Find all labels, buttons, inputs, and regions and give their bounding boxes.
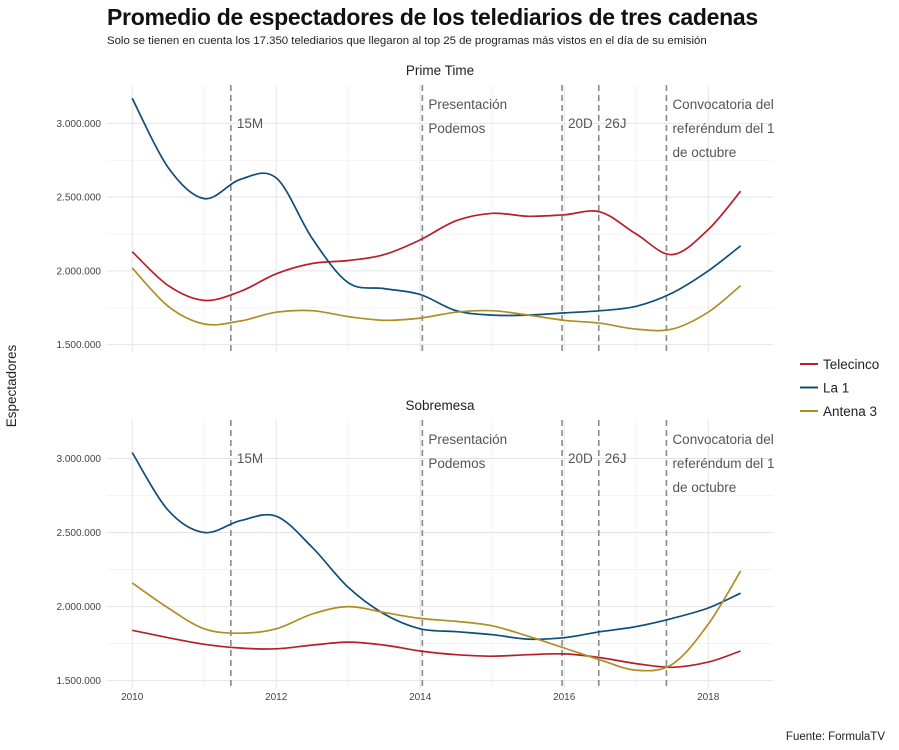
- panel-title: Prime Time: [406, 63, 474, 78]
- series-line-antena-3: [131, 267, 742, 332]
- event-label: Presentación: [428, 97, 507, 112]
- x-tick-label: 2018: [697, 692, 720, 703]
- x-tick-label: 2010: [121, 692, 144, 703]
- event-label: Podemos: [428, 121, 485, 136]
- legend-label: Antena 3: [823, 404, 877, 419]
- event-label: 15M: [237, 451, 263, 466]
- event-label: Convocatoria del: [672, 432, 773, 447]
- y-tick-label: 2.000.000: [57, 602, 102, 613]
- event-label: Presentación: [428, 432, 507, 447]
- chart-title: Promedio de espectadores de los telediar…: [107, 4, 758, 30]
- series-line-telecinco: [132, 629, 741, 669]
- event-label: 15M: [237, 116, 263, 131]
- x-tick-label: 2012: [265, 692, 288, 703]
- series-line-antena-3: [131, 570, 742, 672]
- legend-label: La 1: [823, 381, 849, 396]
- event-label: 26J: [605, 116, 627, 131]
- x-tick-label: 2014: [409, 692, 432, 703]
- legend-label: Telecinco: [823, 357, 879, 372]
- series-line-la-1: [131, 97, 742, 317]
- chart-subtitle: Solo se tienen en cuenta los 17.350 tele…: [107, 35, 707, 47]
- event-label: 26J: [605, 451, 627, 466]
- y-tick-label: 3.000.000: [57, 119, 102, 130]
- y-tick-label: 2.000.000: [57, 266, 102, 277]
- series-line-la-1: [131, 452, 741, 641]
- series-line-telecinco: [131, 190, 742, 302]
- y-axis-title: Espectadores: [4, 344, 19, 427]
- y-tick-label: 2.500.000: [57, 528, 102, 539]
- event-label: 20D: [568, 116, 593, 131]
- event-label: Convocatoria del: [672, 97, 773, 112]
- y-tick-label: 1.500.000: [57, 676, 102, 687]
- event-label: referéndum del 1: [672, 456, 774, 471]
- source-note: Fuente: FormulaTV: [785, 731, 885, 743]
- x-tick-label: 2016: [553, 692, 576, 703]
- event-label: Podemos: [428, 456, 485, 471]
- event-label: 20D: [568, 451, 593, 466]
- event-label: referéndum del 1: [672, 121, 774, 136]
- y-tick-label: 1.500.000: [57, 340, 102, 351]
- panel-title: Sobremesa: [405, 398, 475, 413]
- y-tick-label: 2.500.000: [57, 193, 102, 204]
- event-label: de octubre: [672, 145, 736, 160]
- y-tick-label: 3.000.000: [57, 454, 102, 465]
- event-label: de octubre: [672, 480, 736, 495]
